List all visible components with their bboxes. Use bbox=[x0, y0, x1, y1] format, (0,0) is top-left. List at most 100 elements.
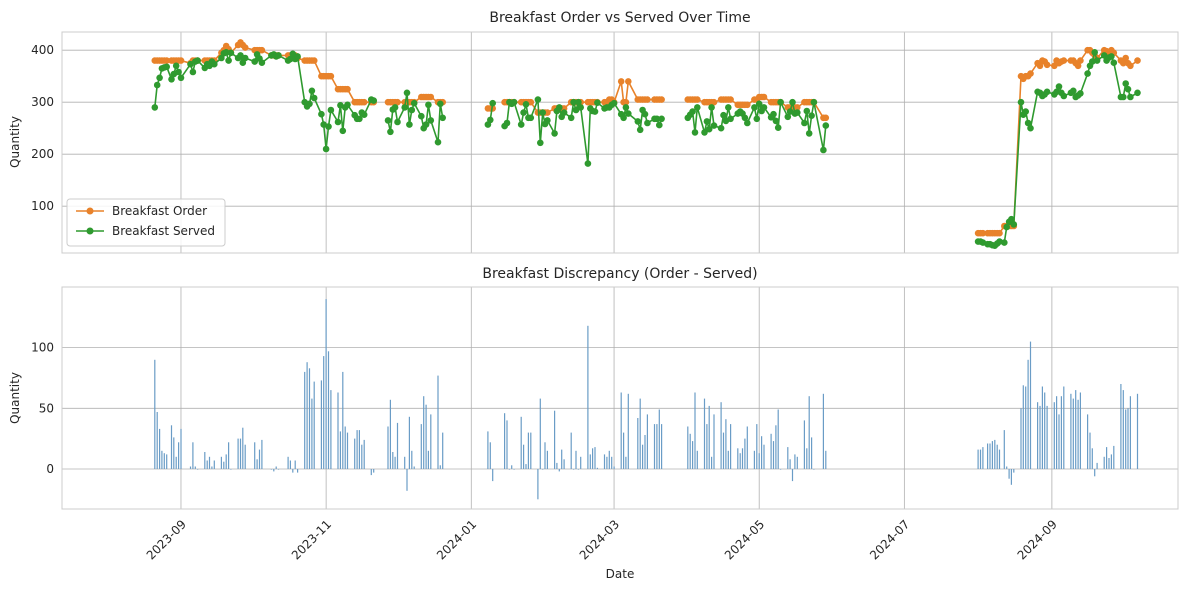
discrepancy-bar bbox=[430, 414, 432, 469]
discrepancy-bar bbox=[204, 452, 206, 469]
served-point bbox=[689, 108, 696, 115]
served-point bbox=[725, 104, 732, 111]
discrepancy-bar bbox=[656, 424, 658, 469]
discrepancy-bar bbox=[411, 450, 413, 469]
bottom-x-tick-label: 2023-09 bbox=[144, 517, 189, 562]
order-point bbox=[979, 229, 987, 237]
discrepancy-bar bbox=[770, 433, 772, 469]
served-point bbox=[1027, 124, 1034, 132]
bottom-x-tick-label: 2024-03 bbox=[577, 517, 622, 562]
served-point bbox=[310, 94, 318, 102]
discrepancy-bar bbox=[761, 436, 763, 469]
discrepancy-bar bbox=[739, 453, 741, 469]
discrepancy-bar bbox=[573, 469, 575, 470]
bottom-y-tick-label: 100 bbox=[31, 341, 54, 355]
served-point bbox=[653, 115, 661, 123]
discrepancy-bar bbox=[442, 432, 444, 469]
top-y-tick-label: 200 bbox=[31, 147, 54, 161]
served-point bbox=[189, 68, 197, 76]
discrepancy-bar bbox=[1037, 402, 1039, 469]
served-point bbox=[751, 104, 758, 111]
discrepancy-bar bbox=[606, 456, 608, 469]
served-point bbox=[610, 99, 618, 107]
discrepancy-bar bbox=[304, 371, 306, 469]
order-point bbox=[163, 57, 170, 64]
legend-order-marker bbox=[86, 207, 94, 215]
served-point bbox=[777, 98, 784, 106]
discrepancy-bar bbox=[325, 299, 327, 469]
discrepancy-bar bbox=[311, 398, 313, 469]
discrepancy-bar bbox=[261, 439, 263, 469]
served-point bbox=[510, 98, 518, 106]
discrepancy-bar bbox=[358, 430, 360, 469]
discrepancy-bar bbox=[289, 460, 291, 469]
discrepancy-bar bbox=[977, 449, 979, 469]
discrepancy-bar bbox=[159, 428, 161, 469]
served-point bbox=[744, 119, 751, 127]
order-point bbox=[1120, 59, 1127, 67]
served-point bbox=[584, 160, 592, 167]
served-point bbox=[636, 126, 644, 134]
discrepancy-bar bbox=[527, 432, 529, 469]
discrepancy-bar bbox=[1006, 466, 1008, 469]
served-point bbox=[241, 54, 249, 62]
served-point bbox=[556, 104, 563, 111]
discrepancy-bar bbox=[361, 444, 363, 469]
discrepancy-bar bbox=[756, 424, 758, 469]
served-point bbox=[794, 109, 801, 116]
discrepancy-bar bbox=[508, 469, 510, 470]
served-point bbox=[339, 127, 347, 135]
discrepancy-bar bbox=[989, 443, 991, 469]
discrepancy-bar bbox=[661, 424, 663, 469]
discrepancy-bar bbox=[506, 420, 508, 469]
served-point bbox=[194, 57, 201, 64]
served-point bbox=[801, 119, 808, 127]
discrepancy-bar bbox=[394, 456, 396, 469]
bottom-chart-y-axis-label: Quantity bbox=[8, 372, 22, 424]
discrepancy-bar bbox=[763, 444, 765, 469]
served-point bbox=[418, 112, 425, 120]
served-point bbox=[422, 121, 430, 128]
served-point bbox=[387, 128, 394, 136]
served-point bbox=[427, 117, 435, 124]
discrepancy-bar bbox=[806, 448, 808, 469]
served-point bbox=[391, 104, 399, 111]
discrepancy-bar bbox=[413, 466, 415, 469]
served-point bbox=[251, 58, 258, 65]
discrepancy-bar bbox=[775, 425, 777, 469]
bottom-chart-y-ticks: 0 50 100 bbox=[31, 341, 54, 476]
discrepancy-bar bbox=[342, 371, 344, 469]
discrepancy-bar bbox=[592, 448, 594, 469]
discrepancy-bar bbox=[337, 392, 339, 469]
served-point bbox=[644, 119, 651, 127]
discrepancy-bar bbox=[998, 449, 1001, 469]
discrepancy-bar bbox=[1060, 396, 1062, 469]
served-point bbox=[1127, 93, 1134, 101]
served-point bbox=[656, 121, 663, 129]
discrepancy-bar bbox=[627, 393, 629, 469]
discrepancy-bar bbox=[173, 437, 175, 469]
served-point bbox=[327, 106, 335, 114]
bottom-chart-frame bbox=[61, 286, 1179, 510]
discrepancy-bar bbox=[1079, 392, 1081, 469]
discrepancy-bar bbox=[373, 469, 375, 473]
order-point bbox=[625, 78, 632, 85]
served-point bbox=[503, 119, 511, 127]
served-point bbox=[1001, 239, 1008, 246]
served-point bbox=[822, 122, 830, 129]
discrepancy-bar bbox=[554, 410, 556, 469]
discrepancy-bar bbox=[161, 450, 163, 469]
served-point bbox=[1108, 53, 1115, 60]
order-point bbox=[360, 98, 368, 106]
served-point bbox=[634, 118, 642, 125]
discrepancy-bar bbox=[987, 443, 989, 469]
discrepancy-bar bbox=[1129, 396, 1131, 469]
served-point bbox=[1024, 119, 1032, 127]
discrepancy-bar bbox=[1063, 386, 1065, 469]
discrepancy-bar bbox=[537, 469, 539, 500]
served-point bbox=[153, 81, 161, 89]
order-point bbox=[258, 46, 266, 54]
discrepancy-bar bbox=[1091, 448, 1093, 469]
discrepancy-bar bbox=[730, 424, 732, 469]
served-point bbox=[808, 112, 815, 119]
